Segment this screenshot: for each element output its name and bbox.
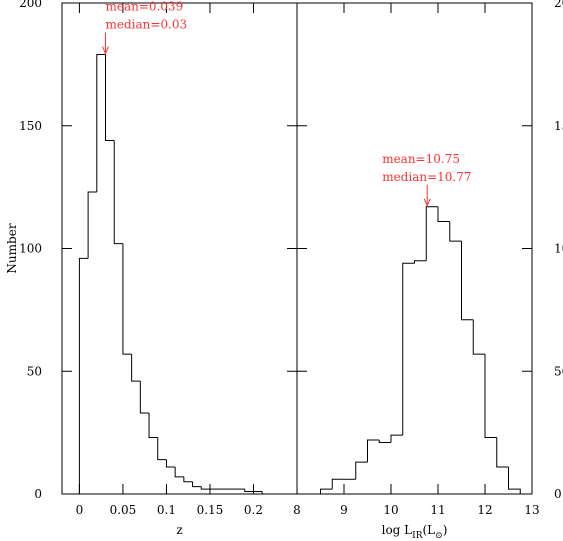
annotation-text: median=10.77 — [382, 170, 471, 184]
y-tick-label: 100 — [19, 242, 42, 256]
x-tick-label: 0.05 — [110, 503, 137, 517]
histogram-bar — [331, 478, 344, 490]
histogram-bar — [378, 439, 391, 443]
histogram-bar — [425, 206, 438, 261]
histogram-bar — [390, 434, 403, 443]
x-axis-label: z — [176, 523, 182, 537]
y-tick-label: 150 — [554, 119, 563, 133]
annotation-text: median=0.03 — [106, 18, 188, 32]
y-tick-label: 200 — [19, 0, 42, 10]
histogram-bar — [484, 354, 497, 439]
y-tick-label: 50 — [554, 364, 563, 378]
histogram-bar — [449, 221, 462, 242]
x-tick-label: 11 — [430, 503, 445, 517]
panel-frame — [296, 2, 533, 495]
y-tick-label: 0 — [554, 487, 562, 501]
histogram-bar — [496, 437, 509, 468]
histogram-bar — [174, 466, 184, 478]
histogram-bar — [157, 437, 167, 461]
x-label-part: log L — [382, 523, 413, 537]
annotation-arrowhead — [423, 198, 431, 208]
histogram-bar — [414, 260, 427, 264]
histogram-bar — [122, 243, 132, 355]
y-tick-label: 50 — [27, 364, 42, 378]
histogram-bar — [437, 206, 450, 222]
annotation-text: mean=0.039 — [106, 0, 184, 14]
histogram-bar — [244, 489, 254, 493]
x-tick-label: 0.15 — [197, 503, 224, 517]
histogram-bar — [261, 491, 271, 495]
histogram-bar — [192, 481, 202, 488]
histogram-bar — [105, 54, 115, 141]
y-tick-label: 0 — [34, 487, 42, 501]
x-tick-label: 13 — [524, 503, 539, 517]
histogram-bar — [355, 461, 368, 480]
histogram-bar — [148, 412, 158, 439]
histogram-bar — [472, 319, 485, 355]
x-label-part: z — [176, 523, 182, 537]
histogram-bar — [165, 459, 176, 468]
histogram-bar — [183, 476, 193, 483]
y-tick-label: 100 — [554, 242, 563, 256]
x-tick-label: 9 — [340, 503, 348, 517]
histogram-bar — [131, 354, 141, 382]
x-tick-label: 12 — [477, 503, 492, 517]
histogram-bar — [139, 381, 150, 414]
x-tick-label: 8 — [293, 503, 301, 517]
histogram-bar — [402, 262, 415, 436]
x-tick-label: 0.2 — [244, 503, 263, 517]
histogram-bar — [508, 466, 521, 494]
histogram-bar — [87, 191, 97, 259]
y-tick-label: 150 — [19, 119, 42, 133]
x-tick-label: 10 — [383, 503, 398, 517]
histogram-bar — [200, 486, 210, 490]
x-label-part: ) — [443, 523, 448, 537]
x-tick-label: 0.1 — [157, 503, 176, 517]
x-label-part: IR — [412, 531, 423, 541]
histogram-bar — [367, 439, 380, 463]
histogram-bar — [320, 488, 333, 494]
annotation-text: mean=10.75 — [382, 152, 460, 166]
histogram-bar — [78, 257, 89, 494]
x-label-part: (L — [422, 523, 435, 537]
histogram-bar — [113, 140, 123, 245]
x-label-part: ⊙ — [435, 531, 443, 541]
x-axis-label: log LIR(L⊙) — [382, 523, 448, 541]
annotation-arrowhead — [102, 46, 109, 55]
y-tick-label: 200 — [554, 0, 563, 10]
histogram-bar — [461, 241, 474, 321]
histogram-bar — [96, 54, 106, 193]
x-tick-label: 0 — [76, 503, 84, 517]
y-axis-label: Number — [5, 223, 19, 273]
